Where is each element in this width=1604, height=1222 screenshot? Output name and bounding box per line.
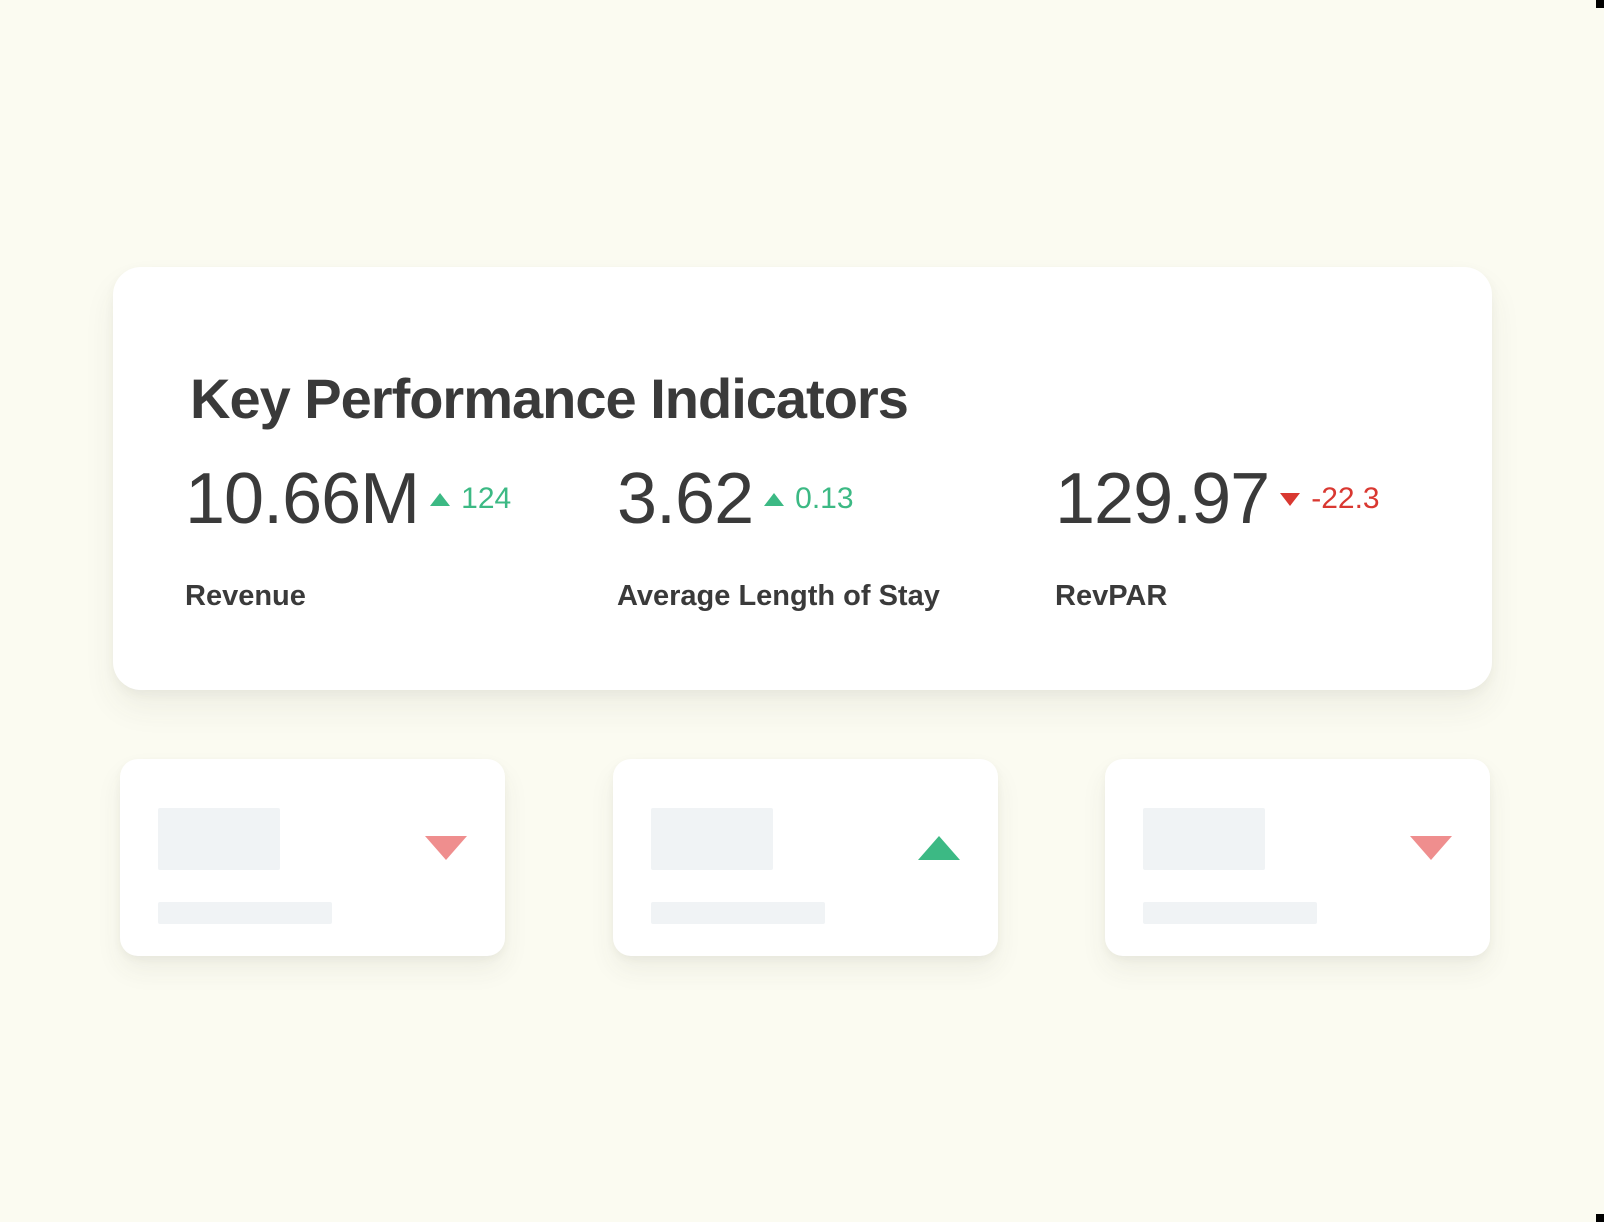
corner-artifact-top-right [1596, 0, 1604, 8]
metric-label: Revenue [185, 580, 306, 612]
metric-value: 3.62 [617, 459, 754, 539]
metric-delta: 124 [461, 482, 512, 515]
metric-value-row: 129.97 -22.3 [1055, 463, 1380, 535]
metric-value-row: 3.62 0.13 [617, 463, 854, 535]
skeleton-label-bar [651, 902, 825, 924]
metric-delta: -22.3 [1311, 482, 1380, 515]
trend-up-icon [764, 492, 785, 506]
metric-value: 10.66M [185, 459, 420, 539]
kpi-card: Key Performance Indicators 10.66M 124 Re… [113, 267, 1492, 690]
placeholder-card [120, 759, 505, 956]
trend-down-icon [1410, 836, 1452, 860]
trend-down-icon [1280, 492, 1301, 506]
trend-down-icon [425, 836, 467, 860]
metric-value-row: 10.66M 124 [185, 463, 511, 535]
placeholder-card [1105, 759, 1490, 956]
skeleton-value-block [1143, 808, 1265, 870]
skeleton-value-block [158, 808, 280, 870]
skeleton-label-bar [1143, 902, 1317, 924]
metric-delta: 0.13 [795, 482, 854, 515]
metric-value: 129.97 [1055, 459, 1270, 539]
skeleton-value-block [651, 808, 773, 870]
trend-up-icon [430, 492, 451, 506]
kpi-card-title: Key Performance Indicators [190, 366, 909, 430]
corner-artifact-bottom-right [1596, 1214, 1604, 1222]
metric-label: Average Length of Stay [617, 580, 940, 612]
trend-up-icon [918, 836, 960, 860]
placeholder-card [613, 759, 998, 956]
skeleton-label-bar [158, 902, 332, 924]
metric-label: RevPAR [1055, 580, 1168, 612]
